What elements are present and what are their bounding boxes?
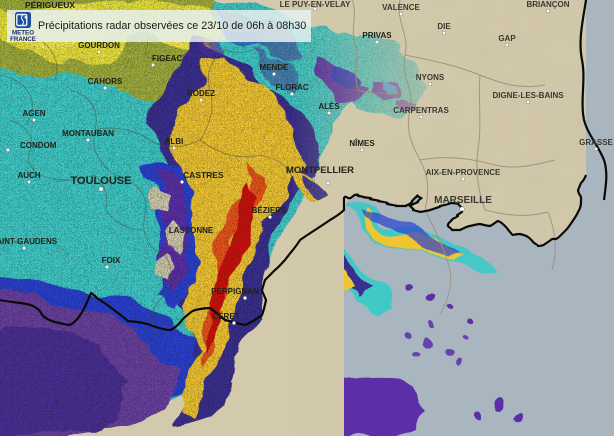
- svg-text:PÉRIGUEUX: PÉRIGUEUX: [25, 0, 75, 10]
- svg-text:MARSEILLE: MARSEILLE: [434, 195, 492, 206]
- svg-text:GRASSE: GRASSE: [579, 138, 613, 147]
- svg-text:GOURDON: GOURDON: [78, 41, 120, 50]
- svg-text:MENDE: MENDE: [260, 63, 290, 72]
- svg-text:CÉRET: CÉRET: [212, 312, 239, 321]
- svg-text:PERPIGNAN: PERPIGNAN: [211, 287, 259, 296]
- svg-text:BÉZIERS: BÉZIERS: [252, 206, 287, 215]
- svg-text:FOIX: FOIX: [102, 256, 121, 265]
- svg-text:MONTPELLIER: MONTPELLIER: [286, 165, 354, 176]
- svg-text:VALENCE: VALENCE: [382, 3, 420, 12]
- svg-text:CAHORS: CAHORS: [88, 77, 123, 86]
- svg-text:AIX-EN-PROVENCE: AIX-EN-PROVENCE: [426, 168, 501, 177]
- svg-text:DIGNE-LES-BAINS: DIGNE-LES-BAINS: [492, 91, 564, 100]
- svg-text:ALÈS: ALÈS: [318, 102, 340, 111]
- svg-text:AUCH: AUCH: [17, 171, 40, 180]
- svg-text:CASTRES: CASTRES: [183, 170, 224, 180]
- svg-text:FRANCE: FRANCE: [10, 36, 36, 43]
- svg-text:DIE: DIE: [437, 22, 451, 31]
- svg-text:GAP: GAP: [498, 34, 516, 43]
- svg-text:FIGEAC: FIGEAC: [152, 54, 182, 63]
- svg-text:NÎMES: NÎMES: [349, 139, 375, 148]
- svg-text:MONTAUBAN: MONTAUBAN: [62, 129, 114, 138]
- svg-text:RODEZ: RODEZ: [187, 89, 215, 98]
- svg-text:AGEN: AGEN: [22, 109, 45, 118]
- svg-text:PRIVAS: PRIVAS: [362, 31, 392, 40]
- svg-text:FLORAC: FLORAC: [275, 83, 309, 92]
- svg-text:CARPENTRAS: CARPENTRAS: [393, 106, 449, 115]
- svg-text:Précipitations radar observées: Précipitations radar observées ce 23/10 …: [38, 20, 306, 32]
- svg-text:TOULOUSE: TOULOUSE: [71, 175, 132, 187]
- svg-text:LASSONNE: LASSONNE: [169, 226, 214, 235]
- svg-text:BRIANÇON: BRIANÇON: [526, 0, 569, 9]
- svg-text:ALBI: ALBI: [165, 137, 184, 146]
- svg-text:SAINT-GAUDENS: SAINT-GAUDENS: [0, 237, 58, 246]
- svg-text:CONDOM: CONDOM: [20, 141, 57, 150]
- svg-text:NYONS: NYONS: [416, 73, 445, 82]
